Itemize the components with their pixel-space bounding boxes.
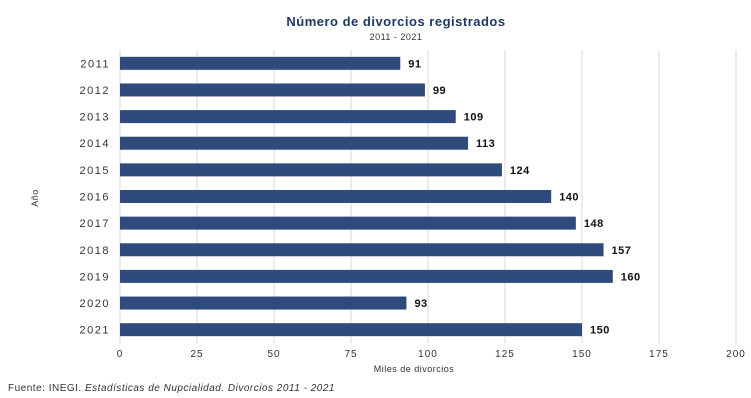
source-prefix: Fuente: bbox=[8, 383, 49, 394]
x-tick-label-4: 100 bbox=[418, 349, 438, 360]
y-tick-labels: 2011 2012 2013 2014 2015 2016 2017 2018 2019 2020… bbox=[80, 58, 110, 337]
x-tick-labels: 0 25 50 75 100 125 150 175 200 bbox=[117, 349, 746, 360]
bar-2014 bbox=[120, 136, 469, 150]
x-tick-label-3: 75 bbox=[344, 349, 357, 360]
bar-2011 bbox=[120, 56, 401, 70]
bar-2015 bbox=[120, 163, 502, 177]
chart-subtitle: 2011 - 2021 bbox=[370, 32, 423, 42]
x-tick-label-0: 0 bbox=[117, 349, 124, 360]
source-note: Fuente: INEGI. Estadísticas de Nupcialid… bbox=[8, 383, 335, 394]
bar-2021 bbox=[120, 323, 582, 337]
bar-2020 bbox=[120, 296, 407, 310]
data-label-2021: 150 bbox=[590, 325, 610, 337]
y-axis-label: Año bbox=[30, 189, 40, 207]
source-title: Estadísticas de Nupcialidad. Divorcios 2… bbox=[85, 383, 335, 394]
x-tick-label-2: 50 bbox=[267, 349, 280, 360]
data-labels: 91 99 109 113 124 140 148 157 160 93 150 bbox=[408, 58, 640, 336]
bar-2012 bbox=[120, 83, 425, 97]
chart-title: Número de divorcios registrados bbox=[286, 14, 505, 29]
source-org: INEGI. bbox=[49, 383, 85, 394]
data-label-2017: 148 bbox=[584, 218, 604, 230]
data-label-2011: 91 bbox=[408, 58, 421, 70]
x-tick-label-1: 25 bbox=[190, 349, 203, 360]
x-tick-label-5: 125 bbox=[495, 349, 515, 360]
data-label-2015: 124 bbox=[510, 165, 530, 177]
y-tick-label-2015: 2015 bbox=[80, 165, 110, 177]
data-label-2014: 113 bbox=[476, 138, 495, 150]
data-label-2013: 109 bbox=[464, 112, 484, 124]
y-tick-label-2017: 2017 bbox=[80, 218, 110, 230]
data-label-2016: 140 bbox=[559, 192, 579, 204]
x-tick-label-8: 200 bbox=[726, 349, 746, 360]
y-tick-label-2011: 2011 bbox=[80, 58, 110, 70]
y-tick-label-2019: 2019 bbox=[80, 271, 110, 283]
y-tick-label-2013: 2013 bbox=[80, 112, 110, 124]
y-tick-label-2014: 2014 bbox=[80, 138, 110, 150]
data-label-2019: 160 bbox=[621, 271, 641, 283]
y-tick-label-2020: 2020 bbox=[80, 298, 110, 310]
x-axis-label: Miles de divorcios bbox=[374, 364, 455, 374]
y-tick-label-2012: 2012 bbox=[80, 85, 110, 97]
bar-2019 bbox=[120, 269, 613, 283]
x-tick-label-7: 175 bbox=[649, 349, 669, 360]
x-tick-label-6: 150 bbox=[572, 349, 592, 360]
data-label-2012: 99 bbox=[433, 85, 446, 97]
data-label-2018: 157 bbox=[612, 245, 632, 257]
bar-2017 bbox=[120, 216, 576, 230]
y-tick-label-2021: 2021 bbox=[80, 325, 110, 337]
bar-2013 bbox=[120, 110, 456, 124]
y-tick-label-2016: 2016 bbox=[80, 192, 110, 204]
bar-2018 bbox=[120, 243, 604, 257]
bars bbox=[120, 56, 613, 337]
y-tick-label-2018: 2018 bbox=[80, 245, 110, 257]
data-label-2020: 93 bbox=[414, 298, 427, 310]
bar-2016 bbox=[120, 190, 552, 203]
